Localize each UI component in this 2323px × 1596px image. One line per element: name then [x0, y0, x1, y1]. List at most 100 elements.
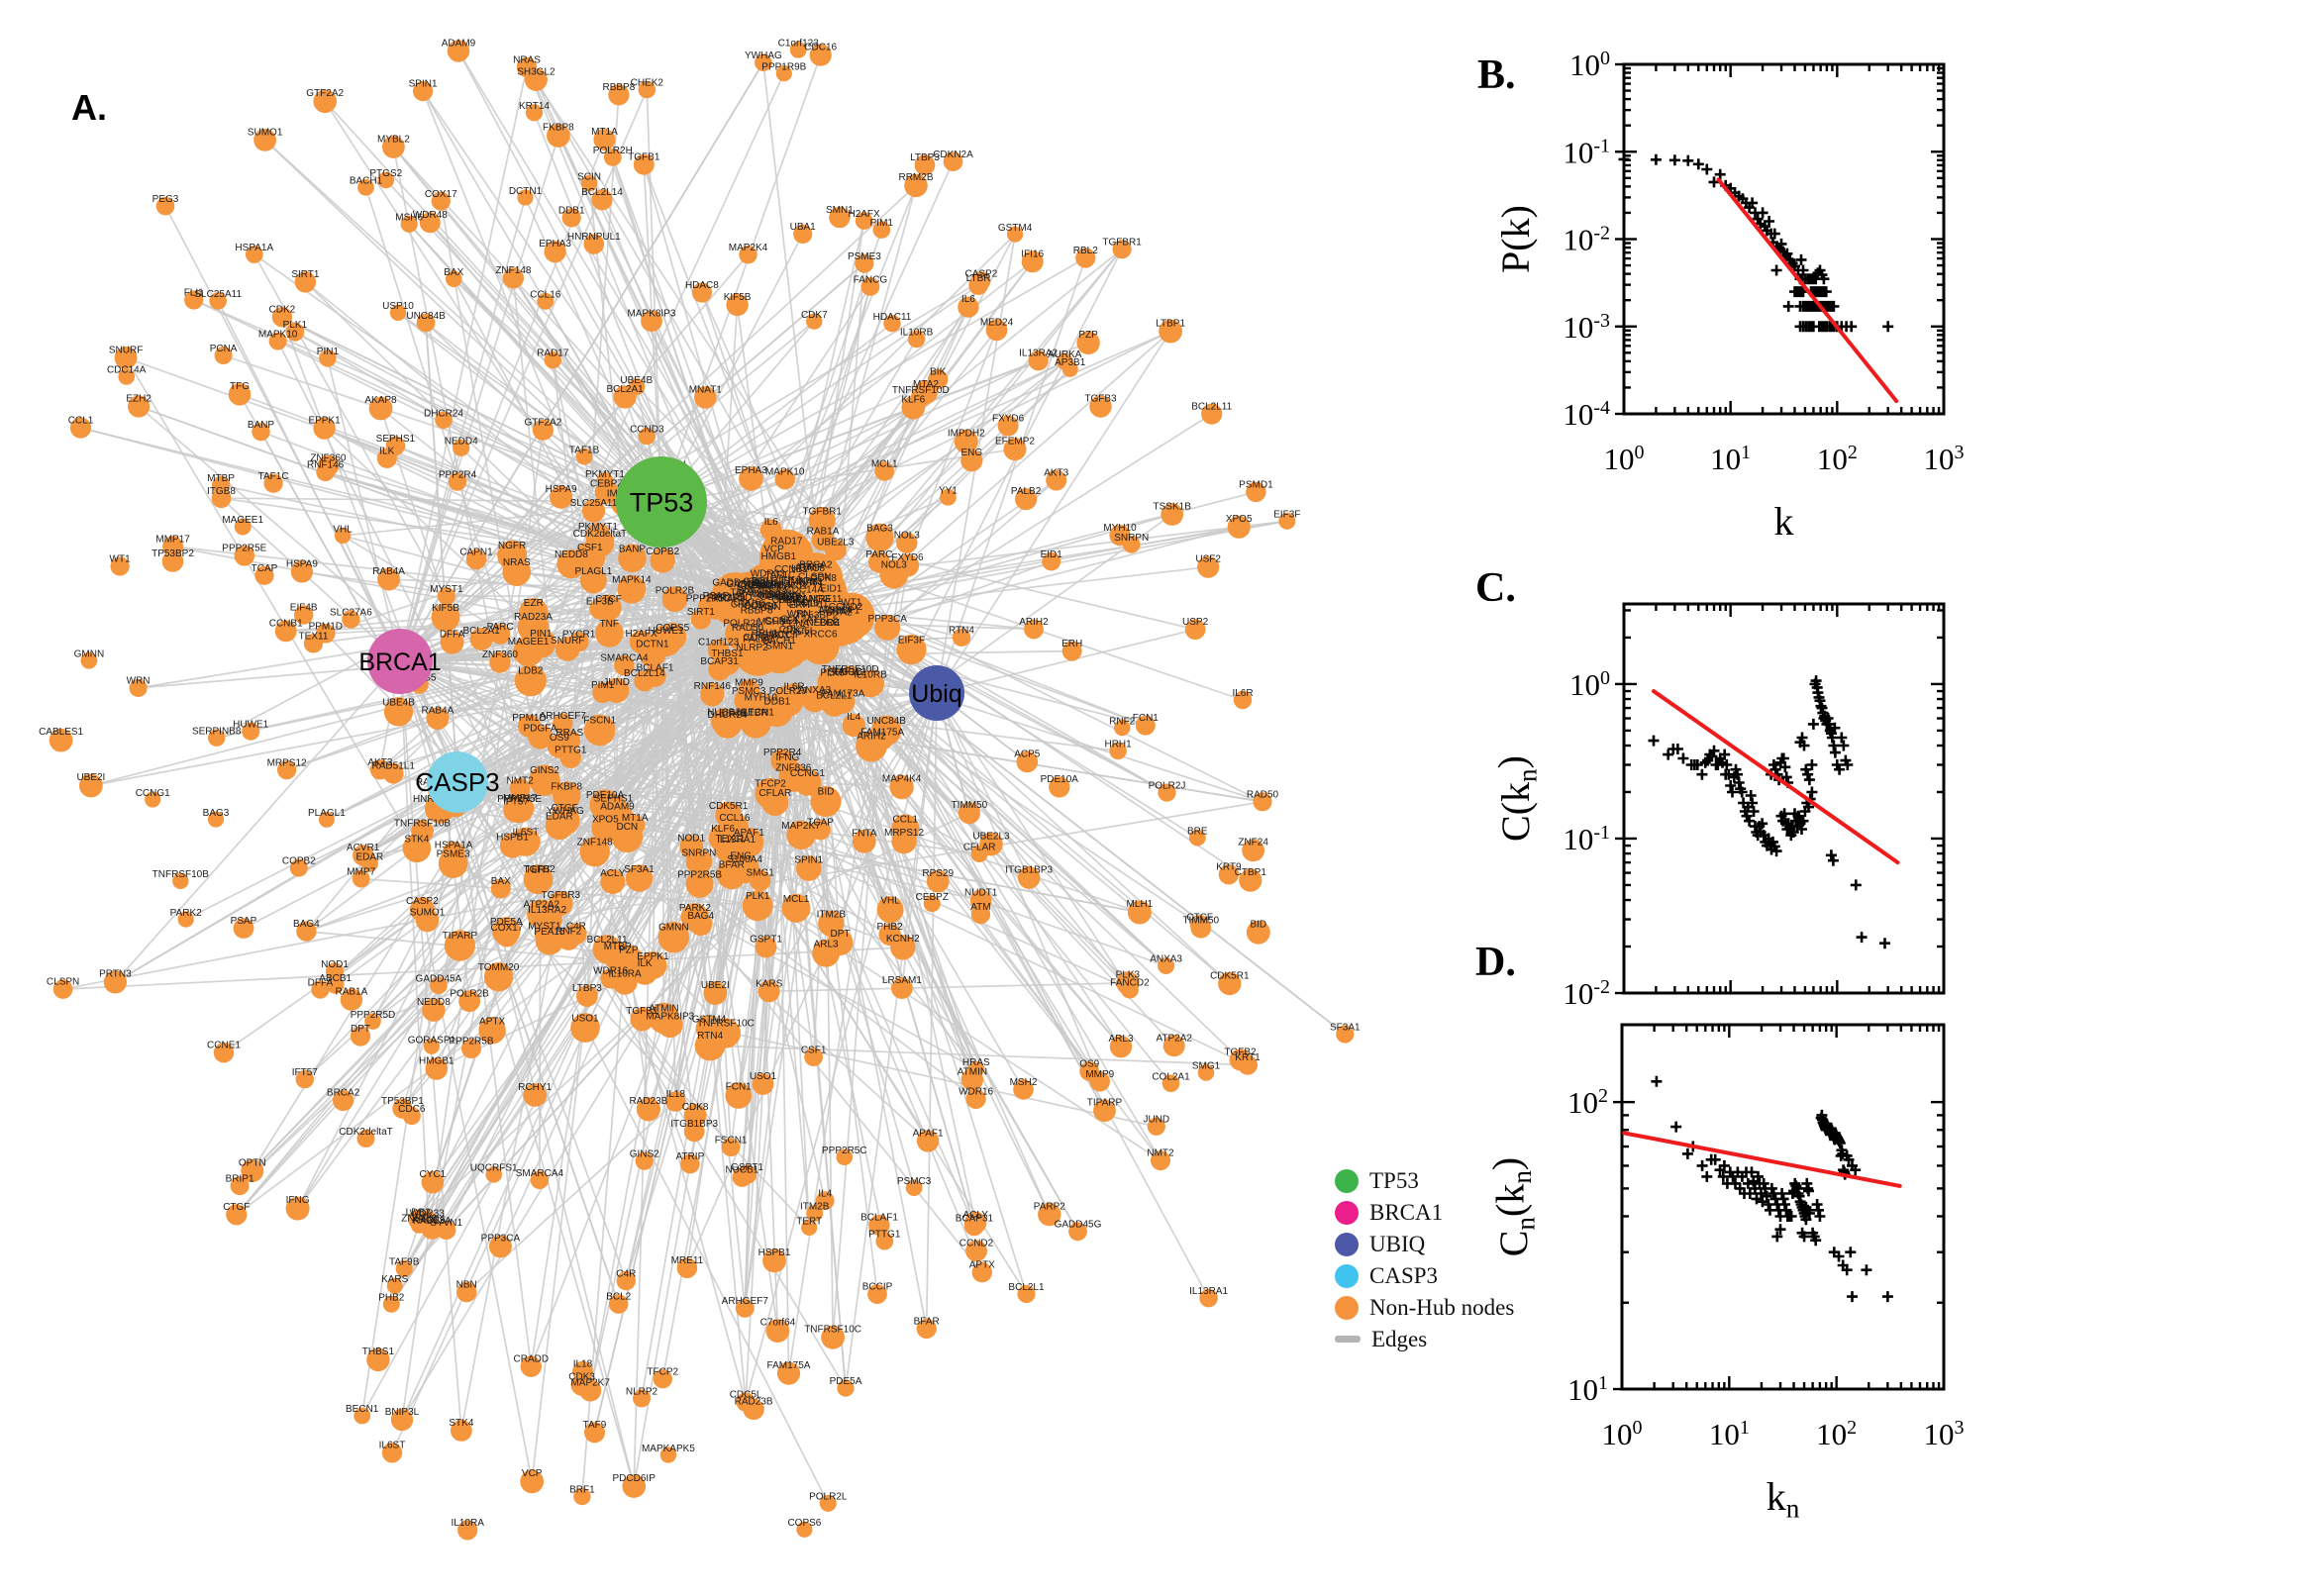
node-label: BRE — [1187, 826, 1208, 837]
node-label: ARHGEF7 — [722, 1296, 769, 1307]
network-node — [867, 1284, 887, 1304]
node-label: KLF6 — [901, 394, 925, 405]
network-node — [1253, 792, 1272, 812]
network-node — [685, 869, 714, 898]
network-node — [901, 395, 926, 420]
node-label: C4R — [616, 1268, 636, 1279]
node-label: MAGEE1 — [222, 515, 263, 526]
node-label: CABLES1 — [39, 727, 83, 738]
network-node — [513, 636, 544, 667]
node-label: SNRPN — [681, 848, 716, 858]
node-label: CCND3 — [630, 425, 664, 436]
network-node — [781, 893, 811, 923]
node-label: BACH1 — [762, 636, 796, 647]
network-node — [611, 821, 644, 853]
legend-item-label: TP53 — [1369, 1167, 1419, 1193]
network-node — [1075, 248, 1096, 268]
node-label: UBE2L3 — [817, 537, 855, 548]
node-label: PPP1R9B — [761, 61, 806, 72]
node-label: BAX — [444, 267, 463, 278]
node-label: ACP5 — [1014, 749, 1041, 760]
node-label: IL18 — [573, 1359, 593, 1370]
plot-frame — [1622, 62, 1946, 416]
node-label: WDR16 — [959, 1086, 993, 1097]
node-label: DCN — [616, 822, 638, 833]
node-label: TAF9B — [756, 581, 786, 592]
network-node — [1068, 1222, 1087, 1242]
x-axis-label: k — [1774, 499, 1794, 544]
node-label: TIPARP — [1087, 1098, 1123, 1109]
node-label: PTGS2 — [369, 168, 402, 179]
node-label: MAPK10 — [258, 330, 298, 341]
node-label: SERPINB8 — [192, 726, 242, 737]
network-node — [583, 234, 605, 254]
network-node — [842, 713, 865, 738]
network-node — [811, 528, 835, 551]
node-label: YY1 — [939, 486, 958, 497]
node-label: ZNF836 — [401, 1213, 438, 1224]
node-label: PLAGL1 — [574, 566, 612, 577]
network-node — [525, 104, 544, 122]
network-node — [1161, 503, 1183, 526]
network-node — [721, 1138, 741, 1157]
legend-node-swatch — [1335, 1168, 1359, 1193]
node-label: USO1 — [571, 1013, 599, 1024]
network-node — [584, 1422, 605, 1444]
node-label: NGFR — [498, 541, 526, 551]
node-label: NUDT1 — [964, 888, 998, 899]
node-label: SF3A1 — [624, 864, 655, 875]
node-label: SIRT1 — [291, 269, 320, 280]
node-label: NBN — [760, 602, 781, 613]
network-node — [447, 40, 470, 62]
node-label: IL6R — [1232, 688, 1253, 699]
network-node — [520, 1355, 542, 1377]
node-label: CDC16 — [804, 43, 837, 53]
node-label: GINS2 — [530, 765, 559, 776]
node-label: PLAGL1 — [308, 808, 346, 819]
network-node — [425, 1057, 449, 1080]
node-label: CLSPN — [798, 572, 831, 583]
node-label: BCL2 — [606, 1292, 631, 1303]
network-node — [69, 417, 92, 439]
node-label: NRAS — [513, 54, 541, 65]
network-node — [520, 1469, 545, 1494]
network-node — [1201, 403, 1223, 425]
network-node — [891, 977, 913, 999]
network-node — [545, 811, 574, 841]
node-label: TFCP2 — [755, 779, 786, 790]
network-node — [1076, 331, 1100, 354]
node-label: KRT9 — [1216, 862, 1242, 873]
node-label: HMGB1 — [761, 551, 797, 562]
network-node — [680, 1153, 700, 1174]
network-node — [502, 267, 524, 289]
network-node — [413, 81, 434, 102]
node-label: RAD50 — [732, 623, 764, 634]
network-node — [544, 241, 566, 263]
node-label: IL6 — [961, 294, 975, 305]
network-node — [103, 970, 127, 994]
network-node — [837, 1379, 855, 1397]
network-node — [871, 715, 902, 746]
network-node — [872, 221, 891, 239]
node-label: GSTM4 — [692, 1015, 727, 1026]
network-node — [891, 828, 917, 854]
network-node — [661, 586, 688, 612]
network-node — [211, 475, 231, 495]
network-node — [1246, 481, 1266, 503]
node-label: TNF — [600, 619, 619, 630]
node-label: KLF6 — [711, 824, 735, 835]
node-label: IL6R — [784, 682, 805, 693]
network-node — [971, 1261, 992, 1283]
network-node — [79, 773, 103, 798]
network-node — [771, 685, 804, 717]
node-label: C4R — [566, 921, 586, 932]
network-nodes — [49, 40, 1355, 1541]
node-label: TOMM20 — [478, 962, 520, 973]
network-node — [155, 196, 175, 216]
node-label: RCHY1 — [518, 1082, 552, 1093]
node-label: POLR2L — [723, 618, 761, 629]
node-label: TFCP2 — [647, 1366, 678, 1377]
node-label: ILK — [638, 958, 653, 969]
node-label: CCNB1 — [269, 619, 303, 630]
